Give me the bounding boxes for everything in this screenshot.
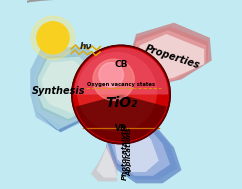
Circle shape [73,47,169,142]
Polygon shape [123,26,208,91]
Text: CB: CB [114,60,128,69]
Text: Synthesis: Synthesis [32,86,85,96]
Text: hν: hν [80,42,92,51]
Wedge shape [76,94,166,142]
Polygon shape [110,100,170,176]
Text: Properties: Properties [143,43,201,70]
Circle shape [78,53,156,131]
Polygon shape [91,102,117,181]
Text: Applications: Applications [127,127,133,176]
Polygon shape [106,96,182,183]
Wedge shape [74,47,168,94]
Polygon shape [30,94,121,132]
Circle shape [37,22,69,54]
Circle shape [99,63,123,87]
Polygon shape [113,100,159,172]
Polygon shape [38,57,117,119]
Circle shape [93,59,134,100]
Polygon shape [121,23,212,91]
Polygon shape [96,102,117,178]
Polygon shape [127,34,204,93]
Circle shape [31,16,75,60]
Text: TiO₂: TiO₂ [105,96,137,110]
Polygon shape [36,55,119,121]
Polygon shape [108,98,178,180]
Polygon shape [125,30,206,93]
Polygon shape [34,51,119,127]
Text: Photocatalytic: Photocatalytic [122,123,128,180]
Polygon shape [42,60,115,113]
Text: VB: VB [115,124,127,133]
Circle shape [72,45,170,144]
Polygon shape [30,47,121,132]
Text: Oxygen vacancy states: Oxygen vacancy states [87,82,155,87]
